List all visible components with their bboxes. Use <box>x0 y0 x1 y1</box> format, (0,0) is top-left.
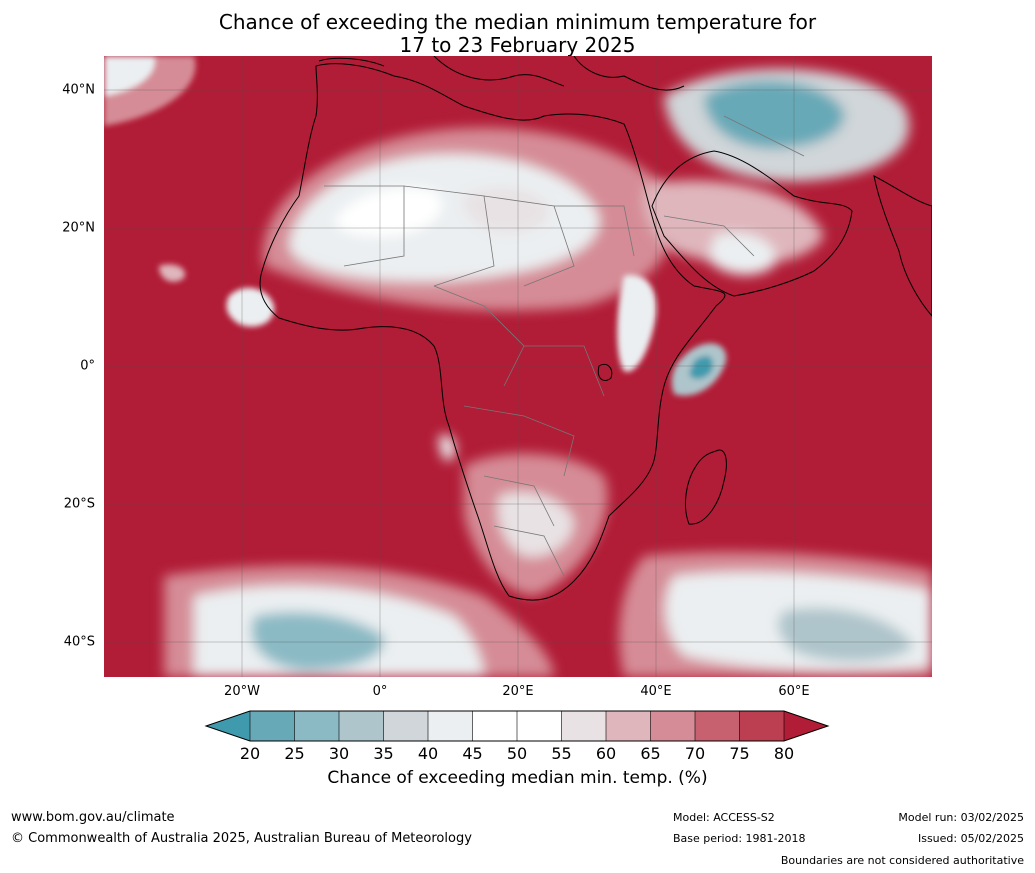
colorbar-segment <box>739 711 785 741</box>
colorbar-tick-label: 20 <box>239 744 261 763</box>
forecast-map <box>104 56 932 677</box>
graticule <box>104 56 932 677</box>
lon-label-0: 0° <box>372 684 388 699</box>
southern-africa-near-median-region <box>439 434 608 596</box>
colorbar-outline <box>204 710 830 742</box>
lat-label-20s: 20°S <box>63 496 95 512</box>
colorbar-tick-label: 25 <box>284 744 305 763</box>
colorbar-label: Chance of exceeding median min. temp. (%… <box>327 768 708 788</box>
colorbar-segments <box>206 711 828 741</box>
colorbar-segment <box>339 711 384 741</box>
colorbar <box>204 710 830 742</box>
map-svg <box>104 56 932 677</box>
colorbar-tick-label: 55 <box>551 744 572 763</box>
colorbar-tick-label: 75 <box>729 744 750 763</box>
lake-victoria <box>597 363 613 381</box>
coastlines <box>259 56 932 601</box>
colorbar-segment <box>383 711 429 741</box>
madagascar-coastline <box>685 449 727 525</box>
colorbar-segment <box>561 711 607 741</box>
colorbar-segment <box>472 711 518 741</box>
colorbar-extend-high <box>784 711 828 741</box>
country-borders <box>324 115 805 577</box>
lat-label-20n: 20°N <box>62 220 95 236</box>
title-line-1: Chance of exceeding the median minimum t… <box>218 10 817 34</box>
lat-label-40n: 40°N <box>62 82 95 98</box>
footer-model-run: Model run: 03/02/2025 <box>898 811 1024 824</box>
southern-ocean-near-median-band <box>164 551 932 677</box>
title-line-2: 17 to 23 February 2025 <box>399 33 636 57</box>
colorbar-tick-label: 45 <box>462 744 483 763</box>
colorbar-segment <box>606 711 651 741</box>
colorbar-tick-label: 65 <box>640 744 661 763</box>
northwest-pale-region <box>104 56 196 126</box>
colorbar-segment <box>428 711 473 741</box>
footer-boundaries-note: Boundaries are not considered authoritat… <box>780 854 1024 867</box>
colorbar-tick-label: 30 <box>328 744 350 763</box>
footer-issued: Issued: 05/02/2025 <box>917 832 1024 845</box>
colorbar-segment <box>294 711 340 741</box>
footer-base-period: Base period: 1981-2018 <box>673 832 806 845</box>
lon-label-20w: 20°W <box>224 684 260 699</box>
footer-url: www.bom.gov.au/climate <box>11 810 175 825</box>
colorbar-segment <box>650 711 696 741</box>
lon-label-40e: 40°E <box>640 684 672 699</box>
lat-label-0: 0° <box>80 358 95 374</box>
footer-model: Model: ACCESS-S2 <box>673 811 775 824</box>
india-coastline <box>873 175 932 317</box>
lon-label-60e: 60°E <box>778 684 810 699</box>
lon-label-20e: 20°E <box>502 684 534 699</box>
arabia-coastline <box>651 150 853 297</box>
colorbar-segment <box>517 711 562 741</box>
colorbar-extend-low <box>206 711 250 741</box>
africa-coastline <box>259 63 726 601</box>
lat-label-40s: 40°S <box>63 634 95 650</box>
colorbar-tick-label: 70 <box>684 744 706 763</box>
europe-coastline <box>318 56 685 91</box>
colorbar-segment <box>250 711 295 741</box>
colorbar-tick-label: 35 <box>373 744 394 763</box>
colorbar-segment <box>695 711 740 741</box>
east-africa-below-median-region <box>617 275 727 396</box>
colorbar-tick-label: 50 <box>506 744 528 763</box>
colorbar-tick-label: 60 <box>595 744 617 763</box>
colorbar-tick-label: 40 <box>417 744 439 763</box>
middle-east-below-median-region <box>642 68 910 276</box>
colorbar-tick-label: 80 <box>773 744 795 763</box>
footer-copyright: © Commonwealth of Australia 2025, Austra… <box>11 831 472 846</box>
